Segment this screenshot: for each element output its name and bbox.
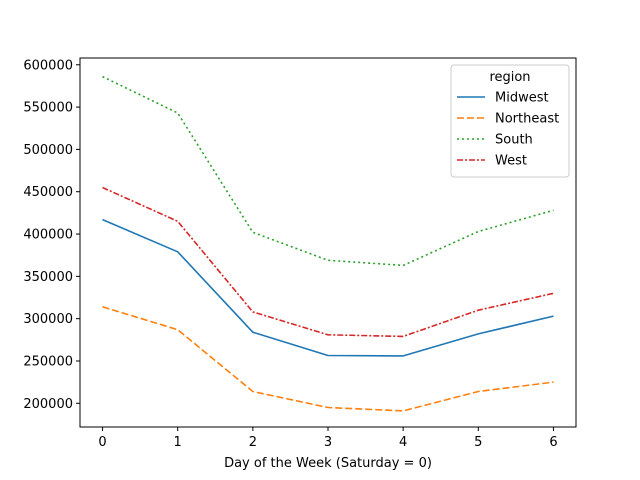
series-line-west [102,186,554,338]
x-tick-label: 2 [249,435,257,450]
y-tick-label: 200000 [23,397,73,412]
x-tick-label: 3 [324,435,332,450]
y-tick-label: 450000 [23,185,73,200]
x-tick-label: 6 [549,435,557,450]
y-axis-ticks: 200000 250000 300000 350000 400000 450000 5000… [23,58,80,412]
x-axis-label: Day of the Week (Saturday = 0) [224,456,432,471]
y-tick-label: 250000 [23,354,73,369]
x-tick-label: 4 [399,435,407,450]
legend-title: region [489,70,530,85]
legend-label-midwest: Midwest [495,91,549,106]
legend-box [450,64,570,178]
y-tick-label: 500000 [23,143,73,158]
x-tick-label: 5 [474,435,482,450]
legend: region Midwest Northeast South West [450,64,570,178]
x-tick-label: 0 [98,435,106,450]
series-lines [102,75,554,412]
y-tick-label: 300000 [23,312,73,327]
legend-label-northeast: Northeast [495,112,559,127]
series-line-northeast [102,306,554,412]
x-axis-ticks: 0 1 2 3 4 5 6 [98,427,558,450]
y-tick-label: 550000 [23,101,73,116]
legend-label-west: West [495,154,527,169]
y-tick-label: 600000 [23,58,73,73]
y-tick-label: 400000 [23,228,73,243]
y-tick-label: 350000 [23,270,73,285]
x-tick-label: 1 [174,435,182,450]
legend-label-south: South [495,133,533,148]
series-line-midwest [102,218,554,357]
